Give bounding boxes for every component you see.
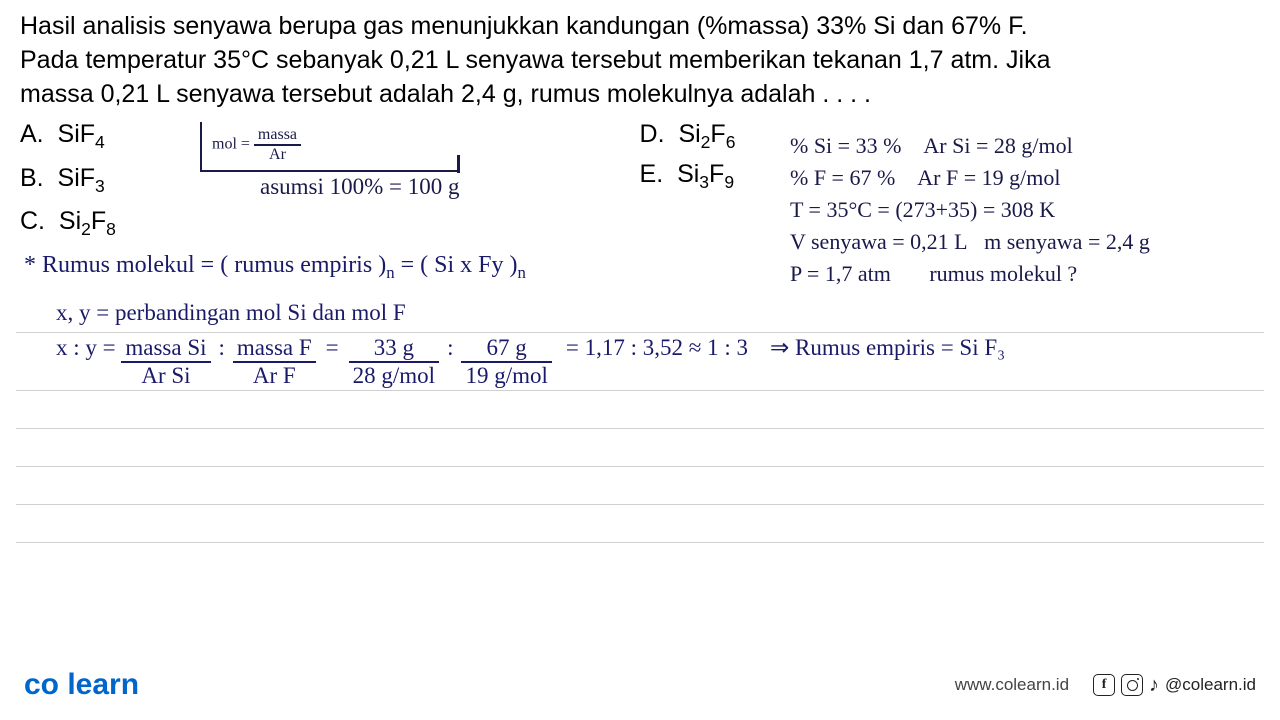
options-left: A. SiF4 B. SiF3 C. Si2F8 (20, 116, 180, 246)
option-b: B. SiF3 (20, 160, 180, 199)
g-ar-f: Ar F = 19 g/mol (917, 165, 1060, 190)
formula-box: mol = massa Ar asumsi 100% = 100 g (200, 122, 460, 246)
g-vol: V senyawa = 0,21 L (790, 229, 968, 254)
ruled-4 (16, 429, 1264, 467)
g-si-pct: % Si = 33 % (790, 133, 901, 158)
g-f-pct: % F = 67 % (790, 165, 895, 190)
ruled-3 (16, 391, 1264, 429)
option-c-value: Si2F8 (59, 207, 116, 235)
ruled-5 (16, 467, 1264, 505)
f3: 33 g 28 g/mol (349, 335, 439, 389)
ruled-1: x, y = perbandingan mol Si dan mol F (16, 295, 1264, 333)
mol-num: massa (254, 126, 301, 146)
options-right: D. Si2F6 E. Si3F9 (640, 116, 736, 246)
q-line-3: massa 0,21 L senyawa tersebut adalah 2,4… (20, 80, 871, 108)
g-ar-si: Ar Si = 28 g/mol (923, 133, 1072, 158)
option-e-value: Si3F9 (677, 160, 734, 188)
instagram-icon (1121, 674, 1143, 696)
brand-logo: co learn (24, 668, 139, 702)
footer-handle: @colearn.id (1165, 675, 1256, 695)
facebook-icon: f (1093, 674, 1115, 696)
option-a: A. SiF4 (20, 116, 180, 155)
g-ask: rumus molekul ? (929, 261, 1077, 286)
option-e: E. Si3F9 (640, 156, 736, 195)
mol-lhs: mol = (212, 136, 250, 153)
mol-den: Ar (254, 146, 301, 164)
xy-label: x, y = perbandingan mol Si dan mol F (56, 300, 406, 326)
question-text: Hasil analisis senyawa berupa gas menunj… (0, 0, 1280, 116)
tiktok-icon: ♪ (1149, 674, 1159, 697)
ratio-result: = 1,17 : 3,52 ≈ 1 : 3 (566, 335, 748, 361)
g-mass: m senyawa = 2,4 g (984, 229, 1150, 254)
f4: 67 g 19 g/mol (461, 335, 551, 389)
g-press: P = 1,7 atm (790, 261, 891, 286)
option-b-value: SiF3 (58, 164, 105, 192)
given-data: % Si = 33 % Ar Si = 28 g/mol % F = 67 % … (790, 130, 1150, 289)
rumus-empiris: ⇒ Rumus empiris = Si F₃ (770, 335, 1005, 361)
footer: co learn www.colearn.id f ♪ @colearn.id (0, 668, 1280, 702)
q-line-2: Pada temperatur 35°C sebanyak 0,21 L sen… (20, 46, 1050, 74)
f1: massa Si Ar Si (121, 335, 210, 389)
option-d-value: Si2F6 (678, 120, 735, 148)
option-a-value: SiF4 (58, 120, 105, 148)
q-line-1: Hasil analisis senyawa berupa gas menunj… (20, 12, 1028, 40)
footer-url: www.colearn.id (955, 675, 1069, 695)
f2: massa F Ar F (233, 335, 316, 389)
asumsi-text: asumsi 100% = 100 g (260, 174, 460, 200)
ratio-lhs: x : y = (56, 335, 116, 361)
box-frame: mol = massa Ar (200, 122, 460, 172)
ruled-6 (16, 505, 1264, 543)
g-temp: T = 35°C = (273+35) = 308 K (790, 197, 1055, 222)
footer-socials: f ♪ @colearn.id (1093, 674, 1256, 697)
ruled-2: x : y = massa Si Ar Si : massa F Ar F = … (16, 333, 1264, 391)
ruled-lines: x, y = perbandingan mol Si dan mol F x :… (0, 295, 1280, 543)
option-c: C. Si2F8 (20, 203, 180, 242)
option-d: D. Si2F6 (640, 116, 736, 155)
mol-frac: massa Ar (254, 126, 301, 164)
